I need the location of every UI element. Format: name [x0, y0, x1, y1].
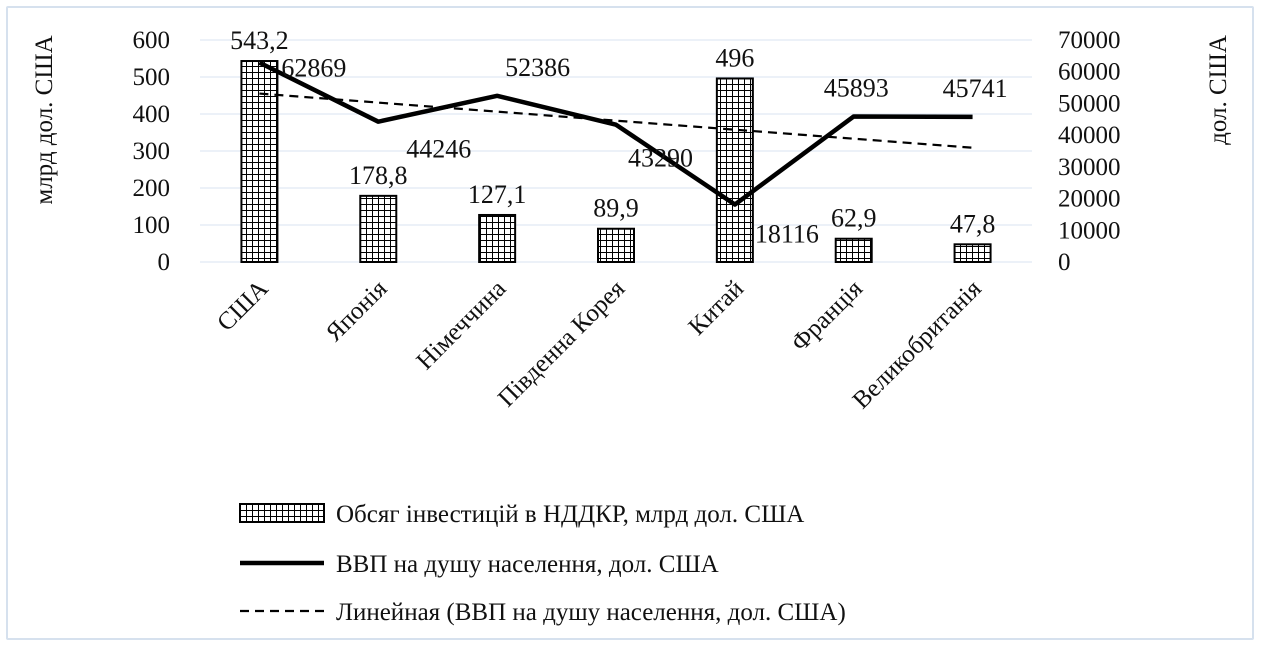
right-tick-label: 70000 — [1058, 27, 1121, 54]
left-tick-label: 600 — [133, 27, 171, 54]
category-label: Великобританія — [848, 275, 987, 414]
line-data-label: 18116 — [755, 220, 819, 249]
line-data-labels: 62869 44246 52386 43290 18116 45893 45741 — [281, 53, 1007, 249]
right-tick-label: 50000 — [1058, 90, 1121, 117]
left-tick-label: 300 — [133, 138, 171, 165]
right-tick-label: 30000 — [1058, 154, 1121, 181]
left-tick-label: 0 — [158, 249, 171, 276]
legend-label-line: ВВП на душу населення, дол. США — [336, 551, 719, 578]
right-tick-label: 40000 — [1058, 122, 1121, 149]
category-label: Китай — [684, 275, 750, 341]
left-tick-label: 400 — [133, 101, 171, 128]
bar — [597, 227, 635, 263]
bar-data-label: 89,9 — [593, 194, 639, 223]
bar — [834, 237, 873, 264]
left-axis-title: млрд дол. США — [31, 35, 58, 204]
right-axis-title: дол. США — [1205, 35, 1232, 145]
gridlines — [200, 39, 1032, 263]
bar-data-label: 47,8 — [950, 209, 996, 238]
line-data-label: 45893 — [824, 73, 889, 102]
line-series — [258, 60, 973, 207]
bar — [715, 77, 754, 264]
line-data-label: 52386 — [505, 53, 570, 82]
line-path — [258, 60, 973, 207]
legend-label-bars: Обсяг інвестицій в НДДКР, млрд дол. США — [336, 501, 804, 528]
bar-data-label: 543,2 — [230, 26, 289, 55]
right-tick-label: 20000 — [1058, 186, 1121, 213]
right-tick-label: 0 — [1058, 249, 1071, 276]
line-data-label: 43290 — [628, 144, 693, 173]
category-label: Німеччина — [411, 275, 511, 375]
right-axis-ticks: 0 10000 20000 30000 40000 50000 60000 70000 — [1058, 27, 1121, 276]
chart-frame — [6, 6, 1254, 640]
category-label: Південна Корея — [493, 275, 631, 413]
bar-data-label: 178,8 — [349, 161, 408, 190]
line-data-label: 45741 — [943, 74, 1008, 103]
left-tick-label: 200 — [133, 175, 171, 202]
bar — [478, 213, 517, 264]
legend: Обсяг інвестицій в НДДКР, млрд дол. США В… — [239, 501, 846, 626]
category-label: Японія — [321, 275, 393, 347]
left-axis-ticks: 0 100 200 300 400 500 600 — [133, 27, 171, 276]
line-data-label: 62869 — [281, 54, 346, 83]
category-label: Франція — [786, 275, 868, 357]
line-data-label: 44246 — [406, 135, 471, 164]
category-label: США — [212, 275, 273, 336]
bar — [953, 243, 992, 263]
right-tick-label: 60000 — [1058, 59, 1121, 86]
bar — [240, 60, 279, 263]
bar-data-label: 127,1 — [468, 180, 527, 209]
bar-data-label: 62,9 — [831, 204, 877, 233]
left-tick-label: 100 — [133, 212, 171, 239]
right-tick-label: 10000 — [1058, 217, 1121, 244]
legend-swatch-bars — [239, 503, 325, 523]
bar — [359, 194, 398, 263]
legend-label-trendline: Линейная (ВВП на душу населення, дол. СШ… — [336, 599, 846, 626]
bar-data-label: 496 — [715, 43, 754, 72]
bar-data-labels: 543,2 178,8 127,1 89,9 496 62,9 47,8 — [230, 26, 995, 238]
left-tick-label: 500 — [133, 64, 171, 91]
